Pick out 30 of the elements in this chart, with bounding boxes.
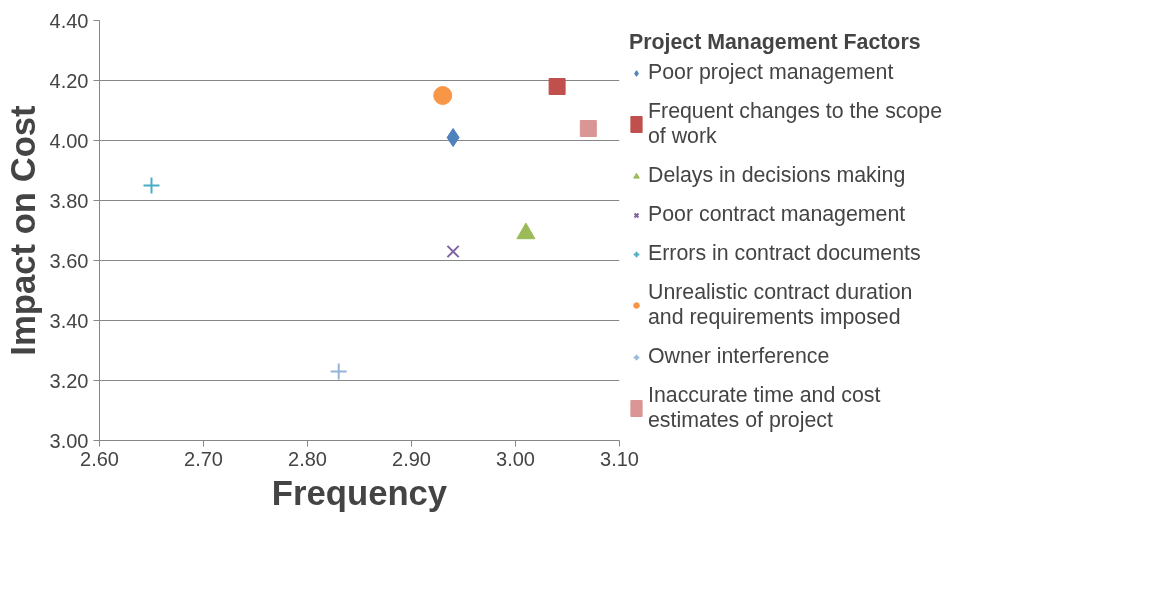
legend-label: Owner interference xyxy=(648,344,830,369)
y-tick-label: 3.40 xyxy=(49,309,89,332)
point xyxy=(142,176,161,195)
legend-label: Poor contract management xyxy=(648,202,906,227)
point xyxy=(548,78,566,95)
x-tick-label: 2.90 xyxy=(392,447,431,470)
point xyxy=(579,120,597,137)
x-tick-label: 2.80 xyxy=(288,447,327,470)
y-tick-label: 4.40 xyxy=(49,9,89,32)
point xyxy=(433,86,453,105)
x-tick-label: 3.00 xyxy=(496,447,535,470)
legend-label: Inaccurate time and cost estimates of project xyxy=(648,383,881,433)
y-tick-label: 3.80 xyxy=(49,189,89,212)
x-tick-label: 3.10 xyxy=(600,447,639,470)
legend-title: Project Management Factors xyxy=(629,30,922,55)
legend-label: Frequent changes to the scope of work xyxy=(648,99,943,149)
legend-label: Poor project management xyxy=(648,60,894,85)
point xyxy=(329,362,348,381)
y-tick-label: 4.00 xyxy=(49,129,89,152)
y-tick-label: 3.20 xyxy=(49,369,89,392)
point xyxy=(446,244,460,259)
y-axis-title: Impact on Cost xyxy=(3,104,42,356)
x-axis-title: Frequency xyxy=(271,473,448,512)
legend-label: Unrealistic contract duration and requirements imposed xyxy=(648,280,913,330)
legend-label: Delays in decisions making xyxy=(648,163,906,188)
y-tick-label: 4.20 xyxy=(49,69,89,92)
y-tick-label: 3.60 xyxy=(49,249,89,272)
point xyxy=(446,128,460,147)
legend-label: Errors in contract documents xyxy=(648,241,921,266)
x-tick-label: 2.70 xyxy=(184,447,223,470)
